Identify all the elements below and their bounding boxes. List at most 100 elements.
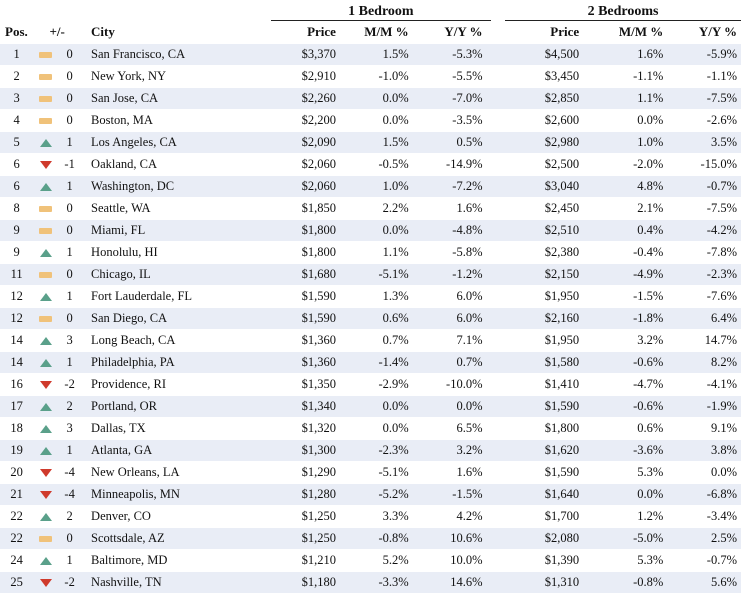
yy-change-2bed: -7.5% <box>671 198 741 220</box>
trend-indicator <box>33 154 58 176</box>
price-1bed: $1,800 <box>271 220 344 242</box>
mm-change-1bed: 0.0% <box>344 110 417 132</box>
no-change-icon <box>39 74 52 80</box>
yy-change-2bed: -15.0% <box>671 154 741 176</box>
city-name: San Jose, CA <box>81 88 271 110</box>
trend-indicator <box>33 110 58 132</box>
yy-change-2bed: -4.2% <box>671 220 741 242</box>
rank-position: 22 <box>0 506 33 528</box>
yy-change-1bed: 1.6% <box>417 462 491 484</box>
no-change-icon <box>39 272 52 278</box>
trend-indicator <box>33 374 58 396</box>
price-2bed: $2,850 <box>505 88 587 110</box>
rank-position: 6 <box>0 154 33 176</box>
rank-change: 1 <box>58 132 81 154</box>
city-name: San Diego, CA <box>81 308 271 330</box>
rank-position: 3 <box>0 88 33 110</box>
city-name: San Francisco, CA <box>81 44 271 66</box>
header-mm-1bed: M/M % <box>344 21 417 44</box>
yy-change-2bed: 14.7% <box>671 330 741 352</box>
price-1bed: $1,590 <box>271 308 344 330</box>
rank-position: 22 <box>0 528 33 550</box>
city-name: Dallas, TX <box>81 418 271 440</box>
price-2bed: $4,500 <box>505 44 587 66</box>
rank-change: 2 <box>58 506 81 528</box>
rank-change: 0 <box>58 264 81 286</box>
rank-position: 19 <box>0 440 33 462</box>
mm-change-1bed: 0.0% <box>344 418 417 440</box>
header-mm-2bed: M/M % <box>587 21 671 44</box>
trend-indicator <box>33 330 58 352</box>
yy-change-1bed: -10.0% <box>417 374 491 396</box>
city-name: Baltimore, MD <box>81 550 271 572</box>
price-2bed: $1,390 <box>505 550 587 572</box>
rank-change: 2 <box>58 396 81 418</box>
rank-up-icon <box>40 139 52 147</box>
spacer <box>491 176 506 198</box>
spacer <box>491 44 506 66</box>
price-1bed: $1,680 <box>271 264 344 286</box>
city-name: Los Angeles, CA <box>81 132 271 154</box>
header-city: City <box>81 21 271 44</box>
yy-change-1bed: 4.2% <box>417 506 491 528</box>
yy-change-1bed: 0.5% <box>417 132 491 154</box>
price-2bed: $1,580 <box>505 352 587 374</box>
price-1bed: $1,340 <box>271 396 344 418</box>
mm-change-2bed: 1.2% <box>587 506 671 528</box>
city-name: New Orleans, LA <box>81 462 271 484</box>
no-change-icon <box>39 118 52 124</box>
mm-change-2bed: 3.2% <box>587 330 671 352</box>
no-change-icon <box>39 96 52 102</box>
rank-change: 0 <box>58 198 81 220</box>
spacer <box>491 506 506 528</box>
spacer <box>491 528 506 550</box>
mm-change-1bed: 1.3% <box>344 286 417 308</box>
price-2bed: $2,510 <box>505 220 587 242</box>
price-2bed: $2,600 <box>505 110 587 132</box>
rank-change: 1 <box>58 550 81 572</box>
mm-change-1bed: -2.9% <box>344 374 417 396</box>
city-name: Minneapolis, MN <box>81 484 271 506</box>
rank-down-icon <box>40 161 52 169</box>
price-1bed: $1,250 <box>271 506 344 528</box>
trend-indicator <box>33 484 58 506</box>
header-change: +/- <box>33 21 81 44</box>
spacer <box>491 374 506 396</box>
spacer <box>491 286 506 308</box>
price-1bed: $1,320 <box>271 418 344 440</box>
mm-change-2bed: -0.4% <box>587 242 671 264</box>
price-1bed: $1,250 <box>271 528 344 550</box>
price-2bed: $1,800 <box>505 418 587 440</box>
price-1bed: $1,360 <box>271 352 344 374</box>
price-2bed: $3,040 <box>505 176 587 198</box>
mm-change-1bed: 0.6% <box>344 308 417 330</box>
mm-change-2bed: -1.8% <box>587 308 671 330</box>
mm-change-2bed: 0.6% <box>587 418 671 440</box>
trend-indicator <box>33 198 58 220</box>
rank-change: 1 <box>58 286 81 308</box>
spacer <box>491 220 506 242</box>
city-name: Providence, RI <box>81 374 271 396</box>
trend-indicator <box>33 286 58 308</box>
rank-position: 16 <box>0 374 33 396</box>
no-change-icon <box>39 316 52 322</box>
yy-change-2bed: -7.5% <box>671 88 741 110</box>
price-2bed: $2,380 <box>505 242 587 264</box>
city-name: Long Beach, CA <box>81 330 271 352</box>
rank-change: 0 <box>58 110 81 132</box>
rank-position: 4 <box>0 110 33 132</box>
price-1bed: $1,350 <box>271 374 344 396</box>
rank-position: 11 <box>0 264 33 286</box>
mm-change-1bed: 1.1% <box>344 242 417 264</box>
yy-change-1bed: -1.2% <box>417 264 491 286</box>
city-name: Washington, DC <box>81 176 271 198</box>
yy-change-2bed: -2.3% <box>671 264 741 286</box>
spacer <box>491 242 506 264</box>
yy-change-2bed: 8.2% <box>671 352 741 374</box>
trend-indicator <box>33 132 58 154</box>
